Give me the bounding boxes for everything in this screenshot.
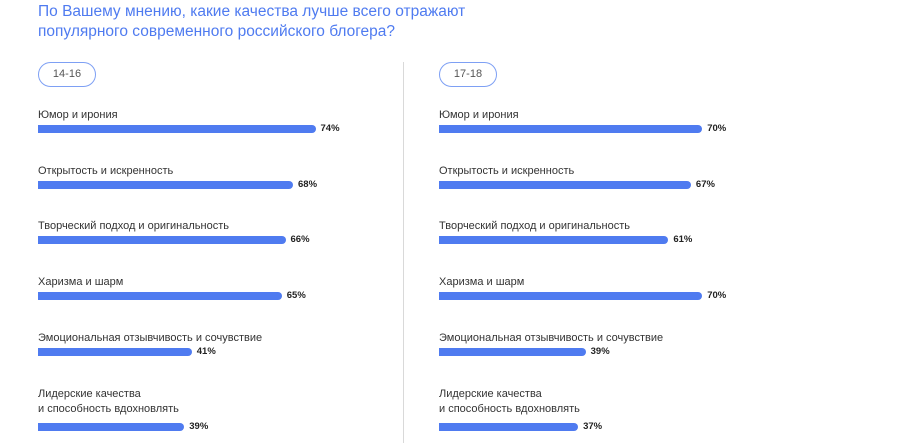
value-label: 70% bbox=[707, 123, 727, 134]
category-label-line: и способность вдохновлять bbox=[439, 403, 580, 415]
category-label-line: и способность вдохновлять bbox=[38, 403, 179, 415]
category-label-line: Харизма и шарм bbox=[439, 276, 525, 288]
category-label: Открытость и искренность bbox=[439, 164, 574, 179]
bar bbox=[38, 236, 286, 244]
bar bbox=[38, 292, 282, 300]
value-label: 70% bbox=[707, 290, 727, 301]
value-label: 61% bbox=[673, 234, 693, 245]
value-label: 66% bbox=[290, 234, 310, 245]
category-label-line: Творческий подход и оригинальность bbox=[439, 220, 630, 232]
chart-title: По Вашему мнению, какие качества лучше в… bbox=[38, 2, 598, 42]
panel-14-16: 14-16 Юмор и ирония 74% Открытость и искре… bbox=[0, 62, 400, 443]
age-tag-14-16: 14-16 bbox=[38, 62, 96, 87]
bar bbox=[38, 125, 316, 133]
bar bbox=[439, 236, 669, 244]
bar bbox=[38, 348, 192, 356]
value-label: 74% bbox=[320, 123, 340, 134]
category-label: Юмор и ирония bbox=[38, 108, 118, 123]
category-label-line: Лидерские качества bbox=[439, 388, 542, 400]
chart-title-line-2: популярного современного российского бло… bbox=[38, 23, 396, 40]
category-label: Эмоциональная отзывчивость и сочувствие bbox=[38, 331, 262, 346]
value-label: 37% bbox=[583, 421, 603, 432]
category-label: Открытость и искренность bbox=[38, 164, 173, 179]
bar bbox=[439, 181, 691, 189]
bar bbox=[439, 292, 703, 300]
category-label-line: Харизма и шарм bbox=[38, 276, 124, 288]
value-label: 65% bbox=[286, 290, 306, 301]
category-label: Творческий подход и оригинальность bbox=[439, 219, 630, 234]
category-label-line: Лидерские качества bbox=[38, 388, 141, 400]
value-label: 41% bbox=[196, 346, 216, 357]
bar bbox=[38, 423, 185, 431]
panel-17-18: 17-18 Юмор и ирония 70% Открытость и искре… bbox=[403, 62, 804, 443]
category-label: Лидерские качества и способность вдохновл… bbox=[439, 387, 580, 417]
age-tag-17-18: 17-18 bbox=[439, 62, 497, 87]
bar bbox=[439, 125, 703, 133]
chart-title-line-1: По Вашему мнению, какие качества лучше в… bbox=[38, 3, 466, 20]
category-label: Юмор и ирония bbox=[439, 108, 519, 123]
value-label: 67% bbox=[695, 179, 715, 190]
category-label: Харизма и шарм bbox=[38, 275, 123, 290]
category-label: Лидерские качества и способность вдохновл… bbox=[38, 387, 179, 417]
category-label-line: Эмоциональная отзывчивость и сочувствие bbox=[439, 332, 664, 344]
category-label: Эмоциональная отзывчивость и сочувствие bbox=[439, 331, 663, 346]
category-label-line: Творческий подход и оригинальность bbox=[38, 220, 229, 232]
category-label: Творческий подход и оригинальность bbox=[38, 219, 229, 234]
bar bbox=[439, 423, 579, 431]
category-label-line: Эмоциональная отзывчивость и сочувствие bbox=[38, 332, 263, 344]
bar bbox=[439, 348, 586, 356]
category-label: Харизма и шарм bbox=[439, 275, 524, 290]
value-label: 39% bbox=[590, 346, 610, 357]
category-label-line: Юмор и ирония bbox=[38, 109, 118, 121]
value-label: 39% bbox=[189, 421, 209, 432]
category-label-line: Открытость и искренность bbox=[38, 165, 174, 177]
category-label-line: Юмор и ирония bbox=[439, 109, 519, 121]
value-label: 68% bbox=[298, 179, 318, 190]
bar bbox=[38, 181, 293, 189]
category-label-line: Открытость и искренность bbox=[439, 165, 575, 177]
bar-list-17-18: Юмор и ирония 70% Открытость и искренность… bbox=[404, 62, 804, 443]
bar-list-14-16: Юмор и ирония 74% Открытость и искренность… bbox=[0, 62, 400, 443]
